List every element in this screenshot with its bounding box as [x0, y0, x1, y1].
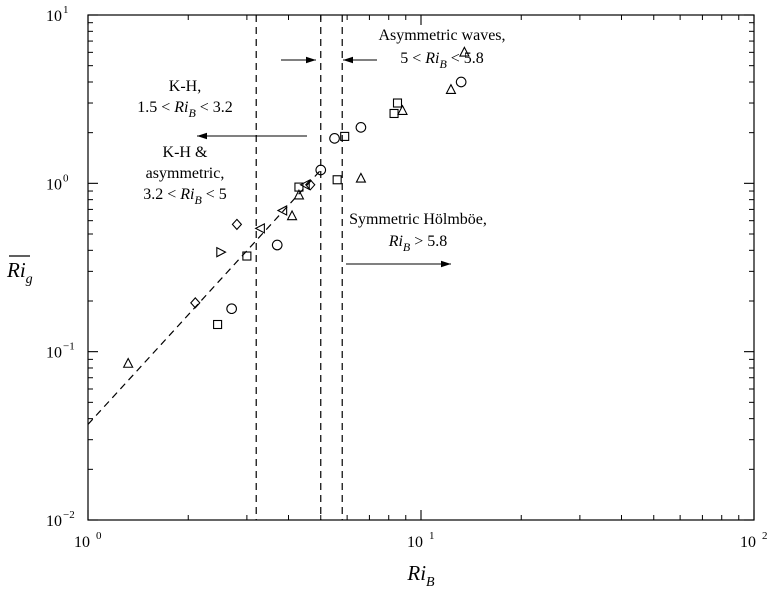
triangle-up-marker — [458, 46, 470, 57]
annotation-asym: Asymmetric waves, — [378, 27, 505, 44]
x-tick-label: 10 — [74, 534, 90, 551]
circle-marker — [355, 122, 367, 133]
y-tick-exponent: −2 — [63, 509, 75, 521]
square-marker — [340, 131, 350, 141]
square-marker — [242, 251, 252, 261]
annotation-kh: 1.5 < RiB < 3.2 — [137, 99, 233, 120]
arrow-holmboe-head — [441, 260, 451, 268]
triangle-up-marker — [445, 83, 457, 94]
triangle-up-marker — [293, 189, 305, 200]
triangle-left-marker — [254, 222, 265, 234]
triangle-up-marker — [122, 357, 134, 368]
annotation-kh-asym: K-H & — [163, 144, 208, 161]
annotation-kh-asym: 3.2 < RiB < 5 — [143, 186, 227, 207]
x-tick-label: 10 — [740, 534, 756, 551]
y-tick-exponent: 1 — [63, 4, 69, 16]
y-tick-label: 10 — [46, 345, 62, 362]
x-tick-label: 10 — [407, 534, 423, 551]
y-tick-exponent: −1 — [63, 341, 75, 353]
boundary-lines — [255, 15, 343, 520]
triangle-left-marker — [299, 179, 310, 191]
annotation-asym: 5 < RiB < 5.8 — [400, 50, 484, 71]
major-ticks — [87, 14, 755, 521]
y-tick-label: 10 — [46, 513, 62, 530]
circle-marker — [455, 76, 467, 88]
square-marker — [332, 175, 342, 185]
axis-labels: RiB Rig — [6, 255, 435, 590]
triangle-up-marker — [355, 172, 367, 183]
y-axis-label: Rig — [6, 258, 33, 287]
x-tick-exponent: 0 — [96, 530, 102, 542]
square-marker — [389, 108, 399, 119]
arrow-into-asymmetric-band-head — [306, 56, 316, 64]
triangle-right-marker — [216, 246, 227, 258]
triangle-left-marker — [276, 205, 288, 216]
x-tick-exponent: 1 — [429, 530, 435, 542]
annotation-kh-asym: asymmetric, — [146, 165, 225, 182]
circle-marker — [315, 164, 327, 176]
minor-ticks — [88, 15, 754, 520]
square-marker — [213, 319, 223, 330]
triangle-up-marker — [397, 104, 408, 115]
arrow-kh-head — [197, 132, 207, 140]
fit-line-segment — [87, 169, 322, 425]
triangle-up-marker — [286, 209, 298, 221]
diamond-marker — [190, 297, 201, 309]
x-tick-labels: 10 0 10 1 10 2 — [74, 530, 768, 551]
x-axis-label: RiB — [406, 561, 435, 590]
arrow-into-asymmetric-band-head — [343, 56, 353, 64]
annotation-arrows — [197, 56, 451, 268]
data-markers — [122, 46, 470, 368]
fit-line — [87, 169, 322, 425]
annotation-holmboe: RiB > 5.8 — [388, 233, 448, 254]
circle-marker — [271, 239, 283, 251]
x-tick-exponent: 2 — [762, 530, 768, 542]
y-tick-label: 10 — [46, 8, 62, 25]
annotation-kh: K-H, — [169, 78, 201, 95]
diamond-marker — [305, 178, 316, 191]
circle-marker — [226, 303, 237, 315]
square-marker — [392, 98, 403, 108]
annotation-holmboe: Symmetric Hölmböe, — [349, 211, 487, 228]
annotations: Asymmetric waves, 5 < RiB < 5.8 K-H, 1.5 < … — [137, 27, 505, 254]
circle-marker — [329, 133, 340, 144]
y-tick-exponent: 0 — [63, 172, 69, 184]
diamond-marker — [231, 218, 243, 231]
y-tick-label: 10 — [46, 176, 62, 193]
